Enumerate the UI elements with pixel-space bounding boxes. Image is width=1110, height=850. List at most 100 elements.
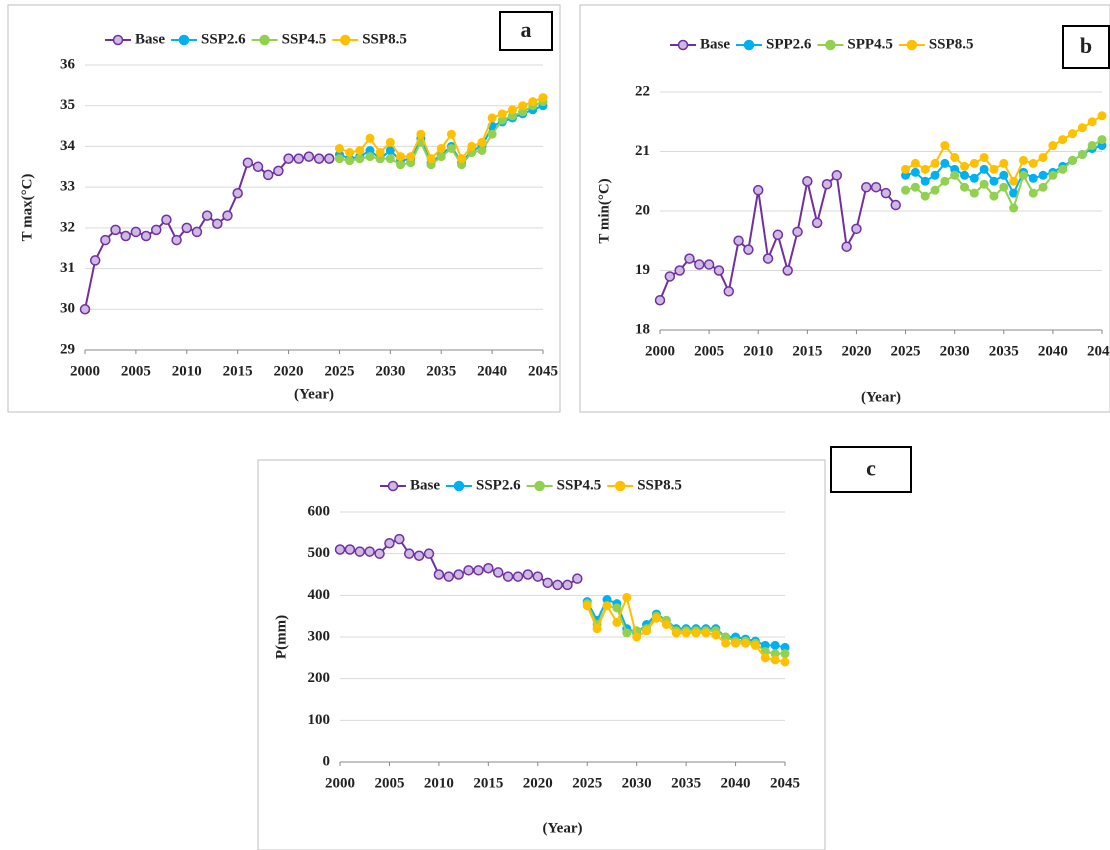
data-point bbox=[403, 548, 415, 559]
data-point bbox=[242, 157, 254, 168]
data-point bbox=[457, 154, 467, 164]
data-point bbox=[1038, 182, 1048, 192]
data-point bbox=[861, 181, 872, 193]
x-tick-label: 2020 bbox=[523, 775, 553, 791]
x-tick-label: 2000 bbox=[645, 343, 675, 359]
data-point bbox=[651, 613, 661, 623]
data-point bbox=[750, 640, 760, 650]
data-point bbox=[1009, 203, 1019, 213]
panel-label-box bbox=[499, 11, 553, 51]
data-point bbox=[622, 592, 632, 602]
y-axis-title: T max(°C) bbox=[19, 174, 35, 242]
data-point bbox=[989, 176, 999, 186]
data-point bbox=[592, 624, 602, 634]
data-point bbox=[492, 567, 504, 578]
x-tick-label: 2000 bbox=[70, 363, 100, 379]
data-point bbox=[674, 265, 685, 276]
y-tick-label: 19 bbox=[635, 262, 650, 278]
data-point bbox=[1068, 155, 1078, 165]
x-axis-title: (Year) bbox=[543, 820, 583, 836]
data-point bbox=[752, 184, 764, 196]
data-point bbox=[703, 259, 715, 270]
data-point bbox=[522, 569, 534, 580]
data-point bbox=[436, 152, 446, 162]
data-point bbox=[770, 640, 780, 650]
data-point bbox=[477, 146, 487, 155]
data-point bbox=[355, 154, 365, 164]
data-point bbox=[671, 628, 681, 638]
y-tick-label: 22 bbox=[635, 83, 650, 99]
data-point bbox=[416, 129, 426, 139]
x-tick-label: 2035 bbox=[989, 343, 1019, 359]
data-point bbox=[780, 649, 790, 659]
data-point bbox=[940, 176, 950, 186]
data-point bbox=[582, 601, 592, 611]
data-point bbox=[969, 188, 979, 198]
data-point bbox=[910, 182, 920, 192]
data-point bbox=[989, 191, 999, 201]
data-point bbox=[497, 109, 507, 119]
data-point bbox=[711, 630, 721, 640]
data-point bbox=[79, 304, 91, 315]
data-point bbox=[612, 603, 622, 613]
y-tick-label: 18 bbox=[635, 321, 650, 337]
panel-label: a bbox=[521, 17, 532, 42]
data-point bbox=[518, 101, 528, 111]
data-point bbox=[396, 160, 406, 170]
y-tick-label: 36 bbox=[60, 56, 76, 72]
x-tick-label: 2025 bbox=[572, 775, 602, 791]
x-tick-label: 2010 bbox=[743, 343, 773, 359]
data-point bbox=[120, 230, 131, 242]
data-point bbox=[396, 152, 406, 162]
x-tick-label: 2000 bbox=[325, 775, 355, 791]
data-point bbox=[293, 153, 304, 164]
data-point bbox=[1038, 152, 1048, 162]
data-point bbox=[713, 265, 725, 276]
legend-marker bbox=[677, 39, 689, 51]
data-point bbox=[453, 569, 464, 580]
data-point bbox=[950, 152, 960, 162]
data-point bbox=[502, 571, 514, 582]
panel-frame bbox=[7, 4, 561, 413]
y-tick-label: 100 bbox=[308, 712, 331, 728]
data-point bbox=[920, 176, 930, 186]
data-point bbox=[528, 97, 538, 107]
data-point bbox=[782, 265, 793, 276]
data-point bbox=[602, 601, 612, 611]
data-point bbox=[467, 141, 477, 151]
data-point bbox=[920, 191, 930, 201]
data-point bbox=[385, 137, 395, 147]
data-point bbox=[433, 569, 445, 580]
data-point bbox=[365, 152, 375, 162]
x-tick-label: 2030 bbox=[375, 363, 405, 379]
data-point bbox=[1038, 170, 1048, 180]
legend-marker bbox=[614, 480, 626, 492]
data-point bbox=[740, 638, 750, 648]
x-tick-label: 2040 bbox=[721, 775, 751, 791]
data-point bbox=[394, 533, 405, 545]
data-point bbox=[642, 626, 652, 636]
data-point bbox=[632, 632, 642, 642]
x-tick-label: 2005 bbox=[694, 343, 724, 359]
data-point bbox=[181, 222, 193, 234]
data-point bbox=[802, 176, 813, 187]
data-point bbox=[950, 170, 960, 180]
data-point bbox=[130, 226, 142, 238]
data-point bbox=[910, 158, 920, 168]
data-point bbox=[375, 148, 385, 158]
legend-label: SSP4.5 bbox=[557, 477, 602, 493]
data-point bbox=[507, 105, 517, 115]
y-tick-label: 200 bbox=[308, 670, 331, 686]
y-tick-label: 31 bbox=[60, 260, 75, 276]
x-tick-label: 2015 bbox=[473, 775, 503, 791]
panel-label-box bbox=[1062, 25, 1110, 69]
x-tick-label: 2025 bbox=[891, 343, 921, 359]
x-tick-label: 2020 bbox=[274, 363, 304, 379]
data-point bbox=[212, 218, 223, 230]
x-tick-label: 2030 bbox=[940, 343, 970, 359]
data-point bbox=[999, 158, 1009, 168]
data-point bbox=[161, 214, 172, 225]
data-point bbox=[979, 164, 989, 174]
data-point bbox=[612, 617, 622, 627]
